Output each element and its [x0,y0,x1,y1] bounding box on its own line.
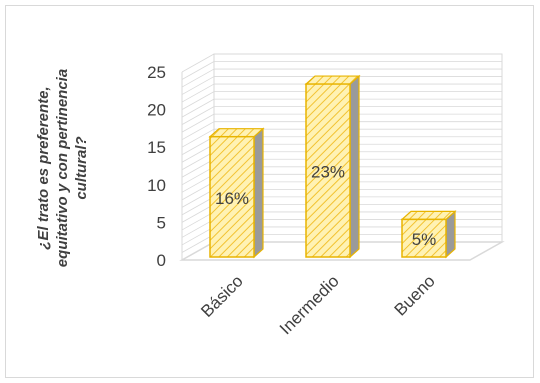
y-axis-ticks: 0 5 10 15 20 25 [147,63,166,270]
gridline-side [181,113,215,133]
chart-area [5,5,534,378]
gridline-side [181,106,215,125]
bar [304,74,361,259]
bar-front [209,135,255,258]
gridline-side [181,181,215,201]
data-label: 5% [412,230,437,249]
y-tick-label: 25 [147,63,166,82]
y-tick-label: 15 [147,138,166,157]
gridline-side [181,76,215,95]
chart-floor [179,241,505,261]
data-label: 16% [215,189,249,208]
gridline-side [181,128,215,148]
bar-top [304,75,361,85]
bar [400,210,457,259]
bar-front [401,218,447,258]
bar-front [305,83,351,258]
bar-side [349,74,360,259]
gridline-side [181,219,215,238]
gridline-side [181,68,215,88]
gridline-side [181,136,215,156]
gridline-side [181,234,215,253]
y-tick-label: 5 [157,213,166,232]
gridline-side [181,53,215,73]
gridline-side [181,189,215,208]
gridline-side [181,204,215,223]
gridline-side [181,196,215,216]
gridline-side [181,83,215,103]
x-tick-label: Inermedio [276,271,343,338]
bar [208,127,265,259]
y-axis-label: ¿El trato es preferente, equitativo y con… [35,69,90,267]
bar-series: 16% 23% 5% [208,74,457,259]
x-tick-label: Bueno [391,271,439,319]
gridline-side [181,211,215,231]
bar-top [400,210,457,220]
data-label: 23% [311,163,345,182]
y-axis-label-line: cultural? [73,136,90,199]
y-tick-label: 0 [157,251,166,270]
gridline-side [181,226,215,246]
bar-side [253,127,264,259]
y-tick-label: 20 [147,101,166,120]
gridline-side [181,121,215,141]
y-axis-label-line: ¿El trato es preferente, [35,86,52,249]
gridline-side [181,61,215,80]
gridline-side [181,151,215,171]
x-axis-ticks: Básico Inermedio Bueno [197,271,439,338]
gridline-side [181,158,215,178]
gridline-side [181,98,215,118]
bar-top [208,128,265,138]
y-axis-label-line: equitativo y con pertinencia [54,69,71,267]
x-tick-label: Básico [197,271,247,321]
gridline-side [181,143,215,163]
y-tick-label: 10 [147,176,166,195]
gridline-side [181,91,215,110]
gridline-side [181,173,215,193]
y-axis-title: ¿El trato es preferente, equitativo y con… [35,69,90,267]
gridline-side [181,166,215,186]
